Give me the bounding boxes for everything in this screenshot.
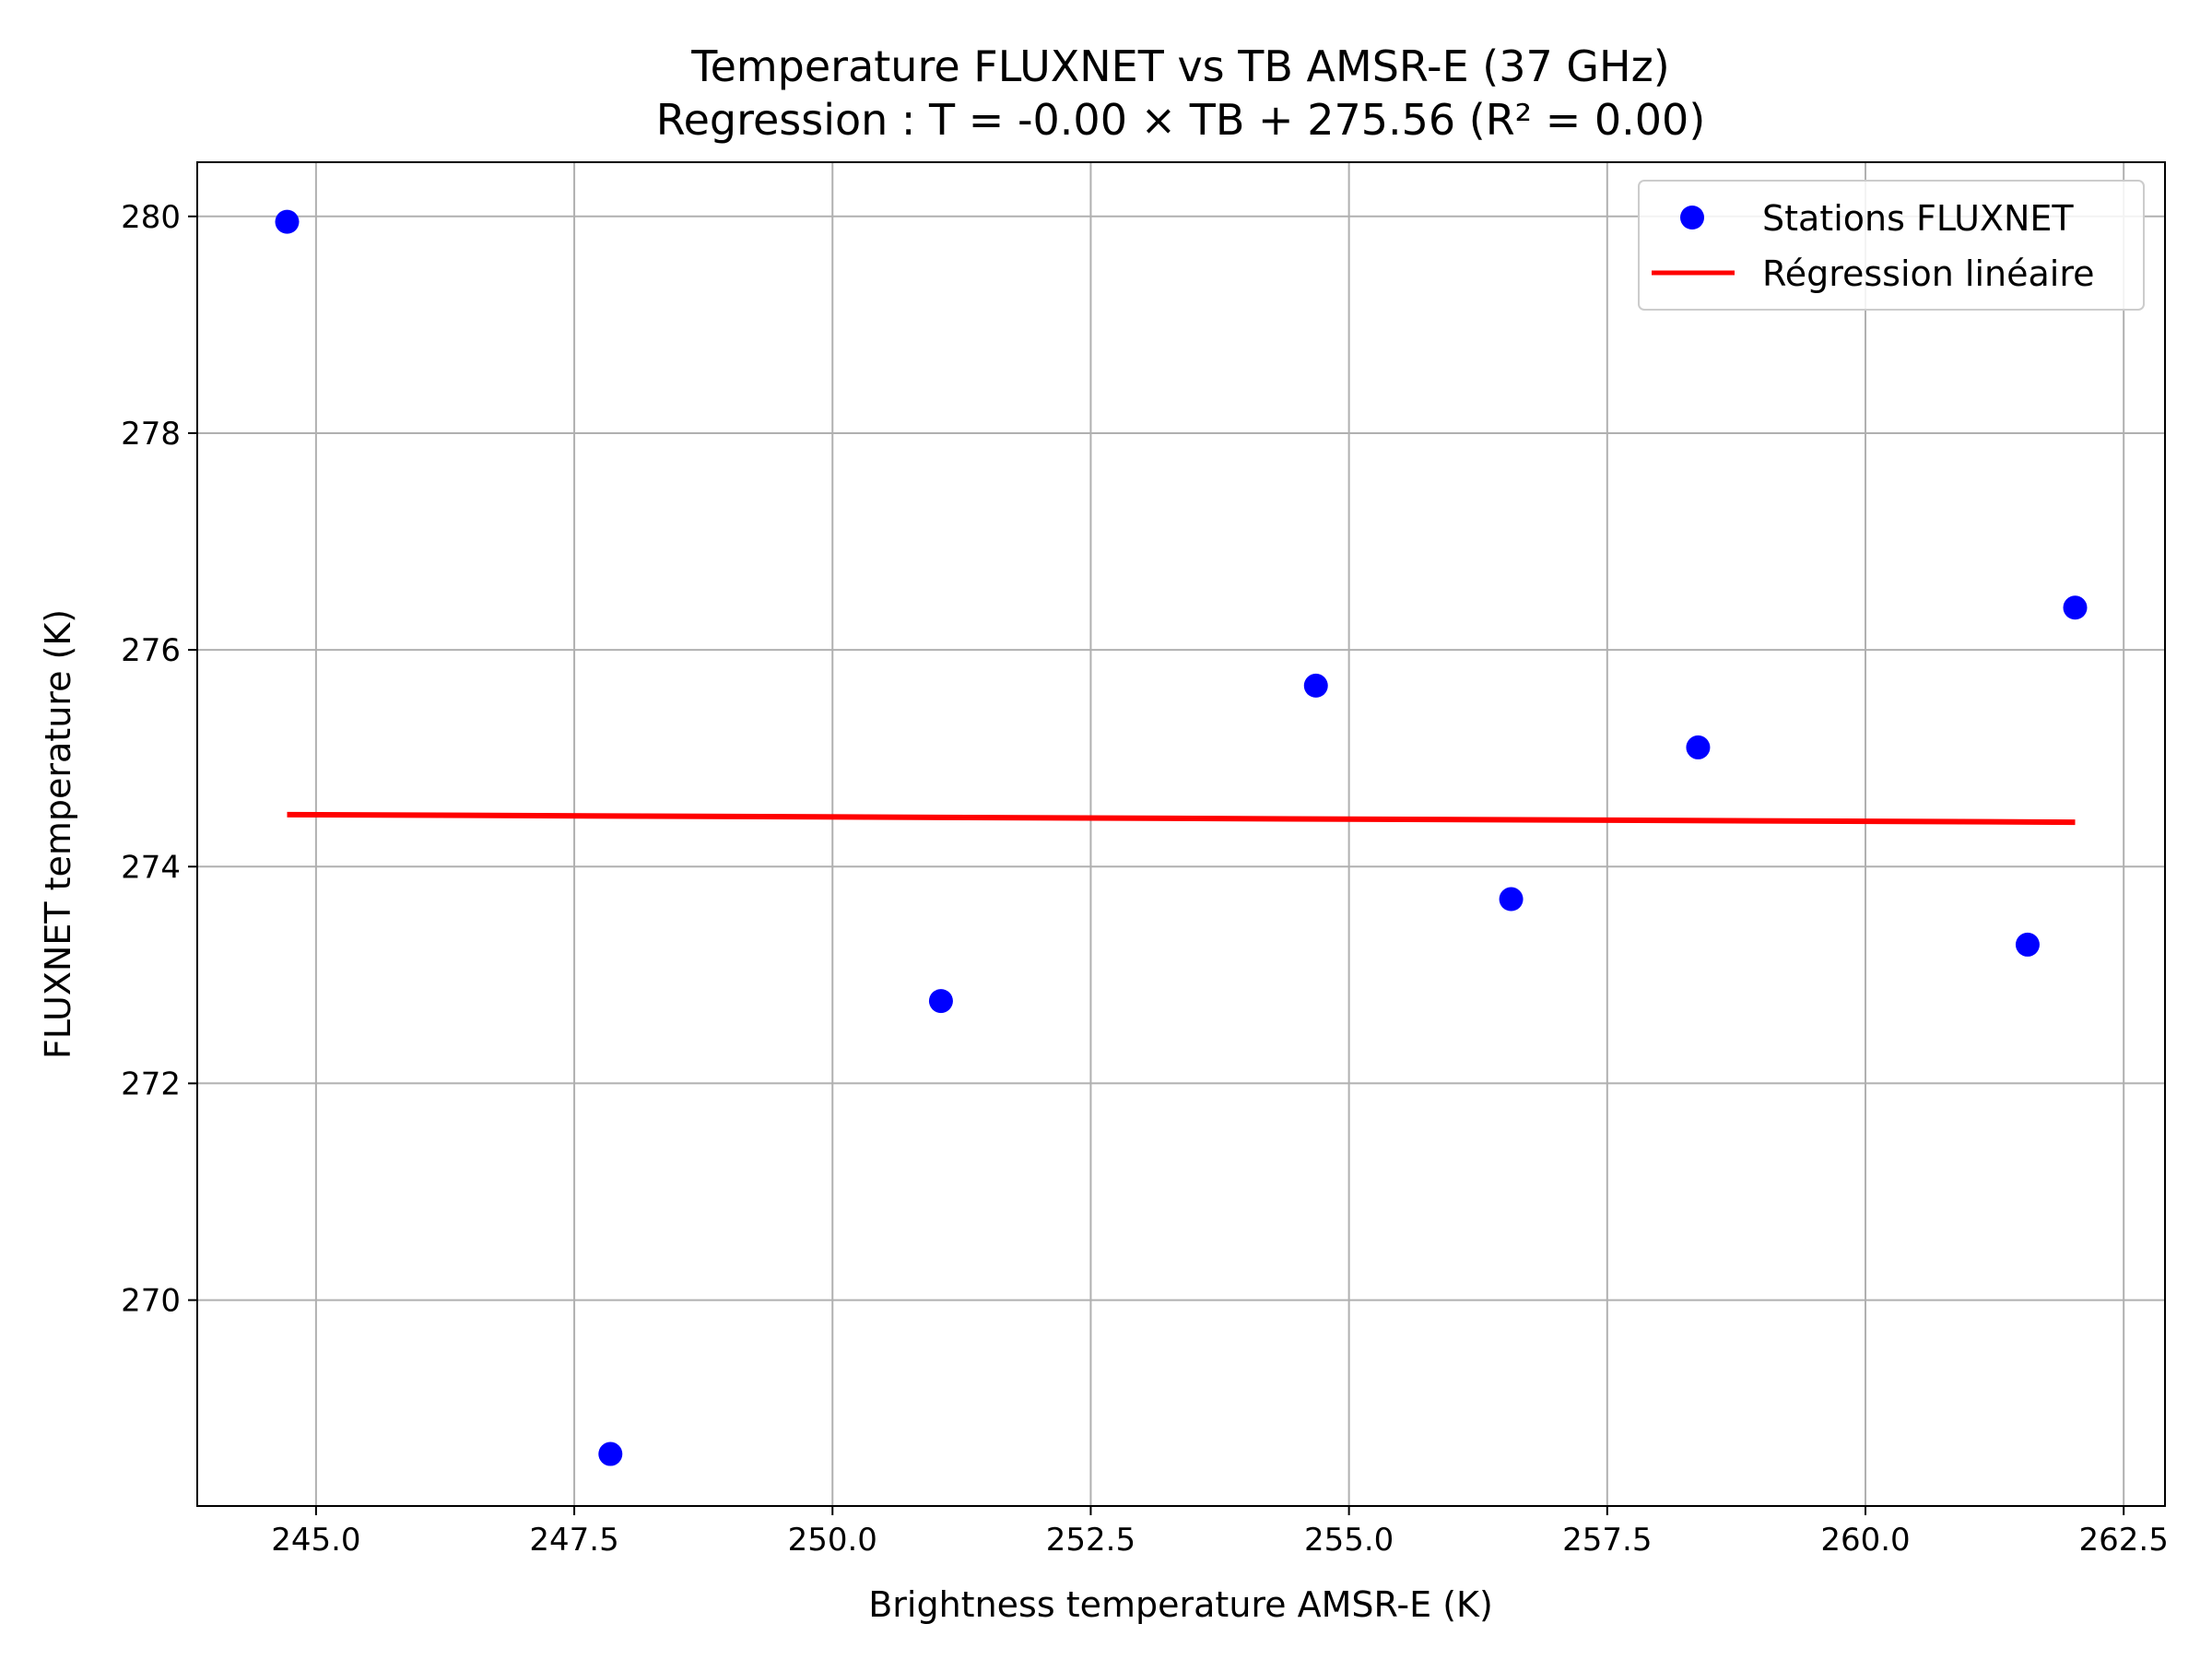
legend-marker-stations [1680,206,1704,229]
y-tick-label: 272 [121,1065,181,1102]
data-point [598,1441,623,1466]
legend-label-stations: Stations FLUXNET [1762,198,2074,239]
x-tick-label: 250.0 [788,1522,877,1559]
data-point [928,989,953,1014]
y-tick-label: 280 [121,199,181,236]
chart-title-line2: Regression : T = -0.00 × TB + 275.56 (R²… [656,95,1706,145]
y-axis-label: FLUXNET temperature (K) [38,609,78,1059]
x-axis-label: Brightness temperature AMSR-E (K) [868,1584,1493,1625]
data-point [275,209,300,234]
grid [197,162,2165,1506]
ticks: 245.0 247.5 250.0 252.5 255.0 257.5 260.0 262.5… [121,199,2169,1559]
data-point [1499,887,1524,912]
data-point [2015,932,2040,957]
x-tick-label: 255.0 [1304,1522,1394,1559]
y-tick-label: 276 [121,632,181,669]
y-tick-label: 270 [121,1283,181,1320]
x-tick-label: 245.0 [271,1522,360,1559]
data-point [1686,735,1711,759]
x-tick-label: 247.5 [529,1522,618,1559]
legend-label-regression: Régression linéaire [1762,253,2095,294]
chart-title-line1: Temperature FLUXNET vs TB AMSR-E (37 GHz… [690,41,1669,91]
legend-box [1638,180,2145,311]
legend: Stations FLUXNET Régression linéaire [1638,180,2145,311]
y-tick-label: 278 [121,416,181,453]
x-tick-label: 252.5 [1046,1522,1135,1559]
series-layer [275,209,2088,1466]
x-tick-label: 262.5 [2078,1522,2168,1559]
data-point [1303,673,1328,698]
plot-area-frame [196,161,2166,1507]
x-tick-label: 260.0 [1820,1522,1910,1559]
y-tick-label: 274 [121,849,181,886]
regression-line [287,811,2076,826]
x-tick-label: 257.5 [1562,1522,1652,1559]
data-point [2063,595,2088,620]
